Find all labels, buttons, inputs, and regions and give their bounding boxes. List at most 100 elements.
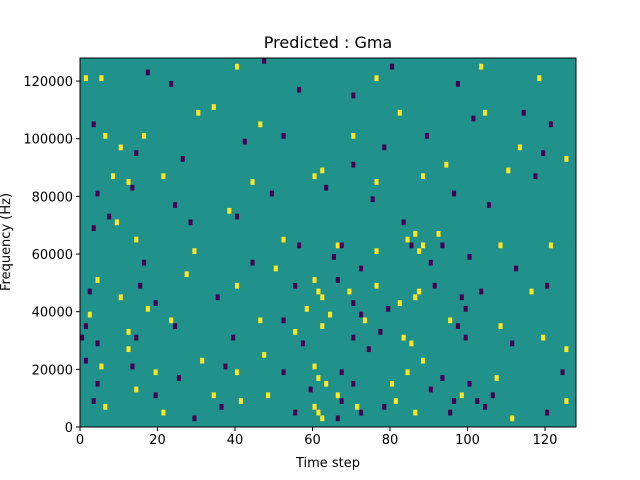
- heatmap-cell-low: [91, 225, 96, 231]
- heatmap-cell-low: [351, 92, 356, 99]
- heatmap-cell-high: [211, 104, 216, 110]
- heatmap-cell-low: [153, 392, 158, 399]
- heatmap-cell-high: [444, 161, 449, 168]
- heatmap-cell-low: [463, 334, 468, 341]
- heatmap-cells: [80, 58, 569, 422]
- heatmap-cell-high: [324, 380, 329, 387]
- heatmap-cell-low: [130, 184, 135, 191]
- heatmap-cell-low: [281, 132, 286, 139]
- heatmap-cell-high: [413, 409, 418, 416]
- heatmap-cell-high: [417, 288, 422, 295]
- y-tick-label: 20000: [32, 363, 73, 378]
- heatmap-cell-high: [417, 248, 422, 255]
- heatmap-cell-low: [366, 346, 371, 353]
- heatmap-cell-low: [382, 144, 387, 151]
- heatmap-cell-high: [448, 317, 453, 324]
- chart-title: Predicted : Gma: [264, 33, 392, 52]
- heatmap-cell-high: [312, 173, 317, 180]
- heatmap-cell-high: [316, 409, 321, 416]
- heatmap-cell-low: [471, 115, 476, 122]
- heatmap-cell-low: [231, 334, 236, 341]
- heatmap-cell-low: [173, 323, 178, 329]
- heatmap-cell-low: [223, 363, 228, 370]
- x-tick-label: 80: [382, 433, 399, 448]
- heatmap-cell-high: [320, 415, 325, 422]
- heatmap-cell-low: [180, 156, 185, 162]
- heatmap-cell-low: [409, 242, 414, 249]
- heatmap-cell-low: [440, 242, 445, 249]
- heatmap-cell-low: [262, 58, 267, 64]
- heatmap-cell-low: [339, 398, 344, 404]
- heatmap-cell-high: [238, 398, 243, 404]
- heatmap-cell-high: [393, 398, 398, 404]
- heatmap-cell-high: [351, 132, 356, 139]
- heatmap-cell-low: [130, 363, 135, 370]
- heatmap-cell-high: [421, 357, 426, 364]
- plot-frame: [79, 57, 577, 428]
- heatmap-cell-high: [374, 75, 379, 82]
- x-tick-label: 0: [76, 433, 84, 448]
- x-tick-label: 60: [304, 433, 321, 448]
- heatmap-cell-low: [235, 213, 240, 220]
- heatmap-cell-low: [475, 398, 480, 404]
- heatmap-cell-low: [448, 409, 453, 416]
- heatmap-cell-low: [269, 190, 274, 197]
- heatmap-cell-low: [548, 121, 553, 128]
- heatmap-cell-high: [118, 294, 123, 301]
- heatmap-cell-low: [91, 398, 96, 404]
- x-tick-label: 100: [455, 433, 480, 448]
- heatmap-cell-high: [192, 248, 197, 255]
- heatmap-cell-high: [405, 236, 410, 243]
- heatmap-cell-high: [250, 179, 255, 185]
- heatmap-cell-low: [145, 69, 150, 76]
- x-tick-label: 20: [149, 433, 166, 448]
- heatmap-cell-low: [281, 317, 286, 324]
- heatmap-cell-low: [134, 334, 139, 341]
- heatmap-cell-low: [440, 375, 445, 381]
- heatmap-cell-low: [339, 369, 344, 376]
- heatmap-cell-high: [134, 236, 139, 243]
- heatmap-cell-low: [455, 323, 460, 329]
- heatmap-cell-high: [258, 121, 263, 128]
- y-tick-label: 60000: [32, 248, 73, 263]
- y-tick-label: 100000: [23, 133, 73, 148]
- heatmap-cell-low: [452, 398, 457, 404]
- heatmap-cell-low: [359, 311, 364, 318]
- heatmap-cell-low: [188, 219, 193, 226]
- heatmap-cell-high: [235, 282, 240, 289]
- heatmap-cell-low: [95, 190, 100, 197]
- heatmap-cell-high: [517, 144, 522, 151]
- heatmap-cell-low: [424, 132, 429, 139]
- heatmap-cell-high: [529, 288, 534, 295]
- heatmap-cell-high: [548, 242, 553, 249]
- heatmap-cell-high: [421, 173, 426, 180]
- heatmap-cell-high: [169, 317, 174, 324]
- heatmap-cell-high: [405, 369, 410, 376]
- heatmap-cell-low: [242, 138, 247, 145]
- heatmap-cell-high: [506, 167, 511, 174]
- heatmap-cell-low: [428, 259, 433, 266]
- heatmap-cell-low: [401, 219, 406, 226]
- heatmap-cell-low: [390, 63, 395, 70]
- heatmap-cell-high: [397, 109, 402, 116]
- heatmap-cell-high: [479, 63, 484, 70]
- heatmap-cell-high: [103, 132, 108, 139]
- heatmap-cell-high: [126, 179, 131, 185]
- heatmap-cell-low: [467, 254, 472, 260]
- heatmap-cell-high: [413, 294, 418, 301]
- heatmap-cell-high: [320, 294, 325, 301]
- heatmap-cell-low: [297, 86, 302, 93]
- y-axis: 0 20000 40000 60000 80000 100000 120000: [23, 75, 80, 436]
- heatmap-cell-high: [111, 173, 116, 180]
- heatmap-cell-low: [452, 190, 457, 197]
- heatmap-cell-high: [413, 230, 418, 237]
- heatmap-cell-low: [107, 213, 112, 220]
- heatmap-cell-high: [347, 288, 352, 295]
- heatmap-cell-low: [87, 288, 92, 295]
- heatmap-cell-high: [483, 109, 488, 116]
- heatmap-cell-high: [374, 282, 379, 289]
- heatmap-cell-high: [258, 317, 263, 324]
- heatmap-cell-high: [184, 271, 189, 278]
- heatmap-cell-low: [486, 202, 491, 208]
- heatmap-cell-high: [235, 369, 240, 376]
